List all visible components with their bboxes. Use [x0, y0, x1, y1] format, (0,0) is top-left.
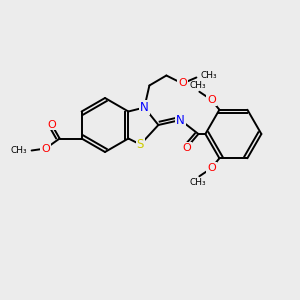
Text: O: O: [207, 163, 216, 173]
Text: N: N: [176, 113, 185, 127]
Text: O: O: [41, 143, 50, 154]
Text: O: O: [47, 119, 56, 130]
Text: S: S: [137, 138, 144, 151]
Text: CH₃: CH₃: [200, 71, 217, 80]
Text: O: O: [182, 143, 191, 153]
Text: CH₃: CH₃: [189, 178, 206, 187]
Text: O: O: [178, 79, 187, 88]
Text: N: N: [140, 101, 149, 114]
Text: CH₃: CH₃: [189, 81, 206, 90]
Text: O: O: [207, 95, 216, 105]
Text: CH₃: CH₃: [11, 146, 28, 155]
